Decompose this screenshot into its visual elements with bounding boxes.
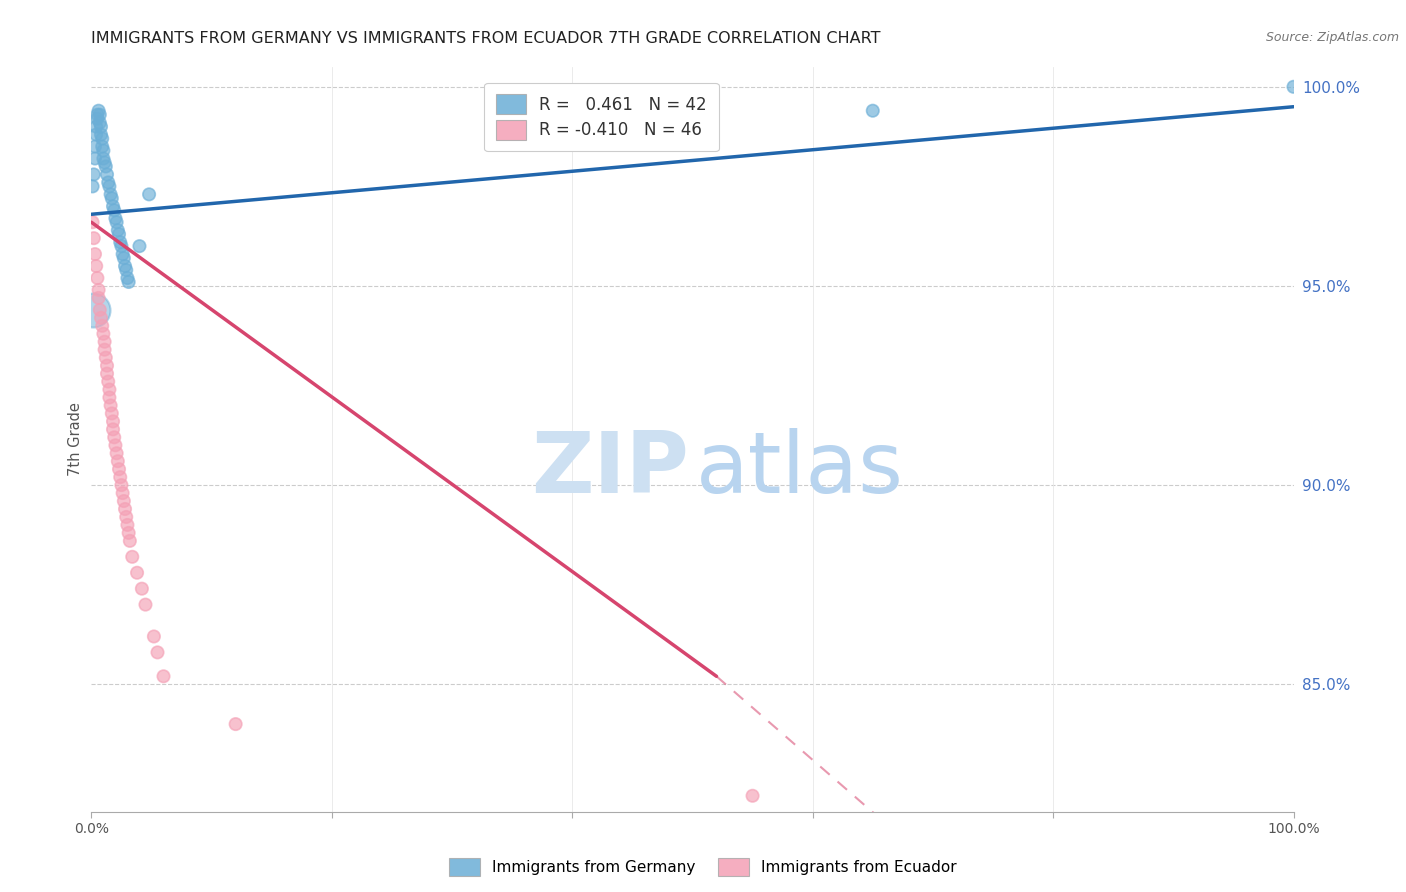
Point	[101, 422, 124, 436]
Point	[93, 334, 115, 349]
Point	[114, 502, 136, 516]
Point	[87, 291, 110, 305]
Point	[862, 103, 884, 118]
Point	[1282, 79, 1305, 94]
Point	[91, 139, 114, 153]
Text: Source: ZipAtlas.com: Source: ZipAtlas.com	[1265, 31, 1399, 45]
Point	[98, 179, 121, 194]
Point	[115, 263, 138, 277]
Point	[134, 598, 156, 612]
Point	[90, 120, 112, 134]
Point	[93, 326, 115, 341]
Point	[87, 283, 110, 297]
Text: ZIP: ZIP	[531, 427, 689, 510]
Point	[138, 187, 160, 202]
Point	[117, 271, 139, 285]
Legend: R =   0.461   N = 42, R = -0.410   N = 46: R = 0.461 N = 42, R = -0.410 N = 46	[485, 83, 718, 151]
Point	[110, 478, 132, 492]
Text: IMMIGRANTS FROM GERMANY VS IMMIGRANTS FROM ECUADOR 7TH GRADE CORRELATION CHART: IMMIGRANTS FROM GERMANY VS IMMIGRANTS FR…	[91, 31, 882, 46]
Point	[93, 343, 115, 357]
Point	[82, 179, 104, 194]
Text: atlas: atlas	[696, 427, 904, 510]
Point	[87, 103, 110, 118]
Point	[98, 383, 121, 397]
Point	[118, 533, 141, 548]
Point	[117, 518, 139, 533]
Point	[96, 367, 118, 381]
Point	[93, 144, 115, 158]
Point	[101, 199, 124, 213]
Point	[131, 582, 153, 596]
Point	[84, 152, 107, 166]
Point	[118, 275, 141, 289]
Point	[104, 211, 127, 226]
Point	[89, 302, 111, 317]
Y-axis label: 7th Grade: 7th Grade	[67, 402, 83, 476]
Point	[107, 223, 129, 237]
Point	[103, 203, 125, 218]
Point	[118, 525, 141, 540]
Point	[111, 486, 134, 500]
Point	[93, 152, 115, 166]
Point	[121, 549, 143, 564]
Point	[82, 215, 104, 229]
Point	[101, 191, 124, 205]
Point	[110, 239, 132, 253]
Point	[103, 430, 125, 444]
Point	[146, 645, 169, 659]
Point	[107, 454, 129, 468]
Point	[83, 168, 105, 182]
Point	[94, 351, 117, 365]
Point	[108, 462, 131, 476]
Point	[105, 215, 128, 229]
Point	[82, 302, 104, 317]
Point	[105, 446, 128, 460]
Point	[90, 310, 112, 325]
Point	[100, 187, 122, 202]
Point	[152, 669, 174, 683]
Point	[100, 399, 122, 413]
Point	[112, 494, 135, 508]
Point	[83, 231, 105, 245]
Point	[89, 108, 111, 122]
Point	[97, 375, 120, 389]
Point	[84, 120, 107, 134]
Point	[98, 391, 121, 405]
Point	[84, 247, 107, 261]
Point	[91, 131, 114, 145]
Point	[84, 128, 107, 142]
Point	[86, 271, 108, 285]
Point	[111, 247, 134, 261]
Point	[104, 438, 127, 452]
Point	[108, 227, 131, 242]
Point	[90, 128, 112, 142]
Point	[89, 116, 111, 130]
Point	[110, 235, 132, 249]
Point	[125, 566, 148, 580]
Point	[86, 108, 108, 122]
Point	[97, 175, 120, 189]
Point	[114, 259, 136, 273]
Point	[86, 112, 108, 126]
Point	[84, 259, 107, 273]
Point	[96, 359, 118, 373]
Point	[128, 239, 150, 253]
Point	[115, 510, 138, 524]
Point	[101, 414, 124, 428]
Point	[110, 470, 132, 484]
Point	[112, 251, 135, 265]
Point	[225, 717, 247, 731]
Point	[101, 406, 124, 420]
Point	[96, 168, 118, 182]
Point	[93, 155, 115, 169]
Point	[741, 789, 763, 803]
Point	[84, 139, 107, 153]
Legend: Immigrants from Germany, Immigrants from Ecuador: Immigrants from Germany, Immigrants from…	[443, 852, 963, 881]
Point	[142, 630, 165, 644]
Point	[91, 318, 114, 333]
Point	[94, 160, 117, 174]
